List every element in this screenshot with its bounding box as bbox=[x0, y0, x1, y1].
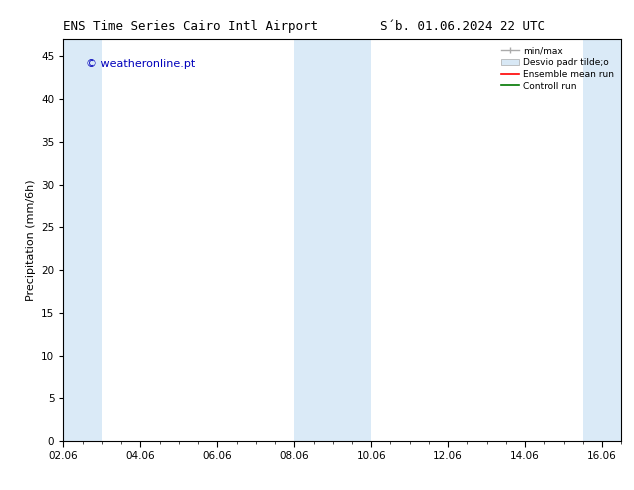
Text: S´b. 01.06.2024 22 UTC: S´b. 01.06.2024 22 UTC bbox=[380, 20, 545, 33]
Legend: min/max, Desvio padr tilde;o, Ensemble mean run, Controll run: min/max, Desvio padr tilde;o, Ensemble m… bbox=[498, 44, 617, 93]
Text: © weatheronline.pt: © weatheronline.pt bbox=[86, 59, 195, 69]
Bar bbox=[294, 39, 372, 441]
Y-axis label: Precipitation (mm/6h): Precipitation (mm/6h) bbox=[25, 179, 36, 301]
Bar bbox=[583, 39, 621, 441]
Text: ENS Time Series Cairo Intl Airport: ENS Time Series Cairo Intl Airport bbox=[63, 20, 318, 33]
Bar bbox=[63, 39, 102, 441]
